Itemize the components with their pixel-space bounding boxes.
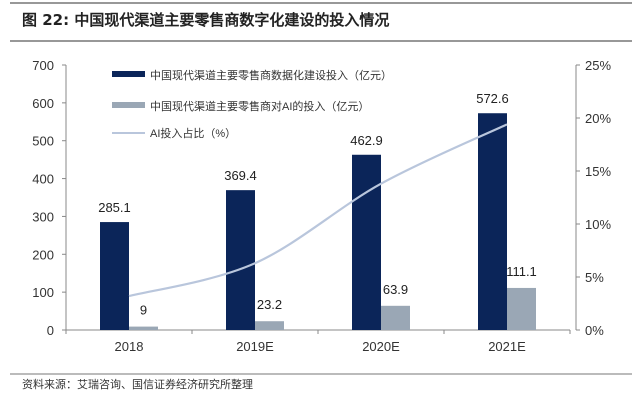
- right-tick-label: 25%: [585, 58, 611, 73]
- line-ai-ratio: [128, 123, 508, 298]
- right-tick-label: 20%: [585, 111, 611, 126]
- legend-swatch-digital: [112, 71, 145, 77]
- data-label-digital: 369.4: [224, 168, 257, 183]
- data-label-ai: 111.1: [506, 264, 537, 279]
- bar-ai-investment: [129, 326, 158, 330]
- legend-label-ai: 中国现代渠道主要零售商对AI的投入（亿元）: [150, 99, 369, 113]
- data-label-ai: 9: [140, 303, 147, 318]
- right-tick-label: 15%: [585, 164, 611, 179]
- data-label-ai: 63.9: [383, 282, 408, 297]
- left-tick-label: 100: [32, 285, 54, 300]
- left-tick-label: 400: [32, 172, 54, 187]
- left-tick-label: 300: [32, 209, 54, 224]
- bar-digital-investment: [352, 154, 381, 330]
- bar-digital-investment: [100, 222, 129, 330]
- left-tick-label: 0: [47, 323, 54, 338]
- bar-digital-investment: [226, 190, 255, 330]
- legend-label-digital: 中国现代渠道主要零售商数据化建设投入（亿元）: [150, 68, 392, 82]
- bar-ai-investment: [507, 287, 536, 330]
- left-tick-label: 700: [32, 58, 54, 73]
- left-tick-label: 600: [32, 96, 54, 111]
- legend: 中国现代渠道主要零售商数据化建设投入（亿元） 中国现代渠道主要零售商对AI的投入…: [112, 68, 392, 140]
- source-note: 资料来源：艾瑞咨询、国信证券经济研究所整理: [22, 377, 253, 391]
- right-tick-label: 0%: [585, 323, 604, 338]
- right-tick-label: 5%: [585, 270, 604, 285]
- data-label-digital: 462.9: [350, 133, 383, 148]
- data-label-digital: 572.6: [476, 91, 509, 106]
- x-tick-label: 2018: [115, 339, 144, 354]
- x-tick-label: 2021E: [488, 339, 526, 354]
- legend-label-ratio: AI投入占比（%）: [150, 126, 236, 140]
- x-tick-label: 2020E: [362, 339, 400, 354]
- bar-ai-investment: [381, 305, 410, 330]
- bar-digital-investment: [478, 113, 507, 330]
- right-tick-label: 10%: [585, 217, 611, 232]
- left-tick-label: 200: [32, 247, 54, 262]
- x-tick-label: 2019E: [236, 339, 274, 354]
- bar-ai-investment: [255, 321, 284, 330]
- data-label-ai: 23.2: [257, 297, 282, 312]
- figure-title: 图 22: 中国现代渠道主要零售商数字化建设的投入情况: [22, 11, 389, 29]
- data-label-digital: 285.1: [98, 200, 131, 215]
- legend-swatch-ai: [112, 102, 145, 108]
- left-tick-label: 500: [32, 134, 54, 149]
